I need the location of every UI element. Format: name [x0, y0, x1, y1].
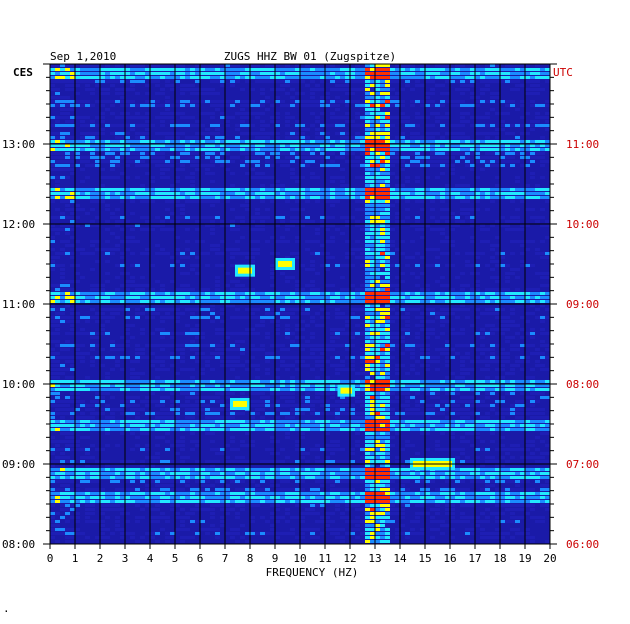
x-tick-label: 11	[318, 552, 331, 565]
x-tick-label: 17	[468, 552, 481, 565]
left-time-label: 13:00	[2, 138, 35, 151]
footer-mark: .	[3, 602, 10, 615]
x-tick-label: 13	[368, 552, 381, 565]
right-time-label: 09:00	[566, 298, 599, 311]
chart-date: Sep 1,2010	[50, 50, 116, 63]
left-time-label: 10:00	[2, 378, 35, 391]
left-time-label: 09:00	[2, 458, 35, 471]
left-time-label: 12:00	[2, 218, 35, 231]
x-tick-label: 14	[393, 552, 407, 565]
right-time-label: 06:00	[566, 538, 599, 551]
x-tick-label: 9	[272, 552, 279, 565]
x-tick-label: 4	[147, 552, 154, 565]
x-tick-label: 16	[443, 552, 456, 565]
x-tick-label: 19	[518, 552, 531, 565]
hotspot-core	[233, 401, 247, 407]
x-tick-label: 6	[197, 552, 204, 565]
x-tick-label: 12	[343, 552, 356, 565]
left-axis-label: CES	[13, 66, 33, 79]
left-time-label: 11:00	[2, 298, 35, 311]
x-tick-label: 1	[72, 552, 79, 565]
x-tick-label: 0	[47, 552, 54, 565]
x-tick-label: 2	[97, 552, 104, 565]
right-axis-label: UTC	[553, 66, 573, 79]
x-axis-title: FREQUENCY (HZ)	[266, 566, 359, 579]
hotspot-core	[238, 267, 252, 274]
x-tick-label: 8	[247, 552, 254, 565]
left-time-label: 08:00	[2, 538, 35, 551]
hotspot-core	[340, 387, 352, 394]
hotspot-core	[278, 261, 292, 267]
x-tick-label: 7	[222, 552, 229, 565]
right-time-label: 10:00	[566, 218, 599, 231]
axis-ticks: 0 1 2 3 4 5 6 7 8 9 10 11 12 13 14 15 16 17 18 19 2013:0012:…	[2, 63, 599, 565]
plot-grid	[49, 63, 551, 545]
x-tick-label: 3	[122, 552, 129, 565]
x-tick-label: 5	[172, 552, 179, 565]
x-tick-label: 15	[418, 552, 431, 565]
x-tick-label: 20	[543, 552, 556, 565]
right-time-label: 07:00	[566, 458, 599, 471]
right-time-label: 11:00	[566, 138, 599, 151]
right-time-label: 08:00	[566, 378, 599, 391]
x-tick-label: 18	[493, 552, 506, 565]
chart-title: ZUGS HHZ BW 01 (Zugspitze)	[224, 50, 396, 63]
x-tick-label: 10	[293, 552, 306, 565]
